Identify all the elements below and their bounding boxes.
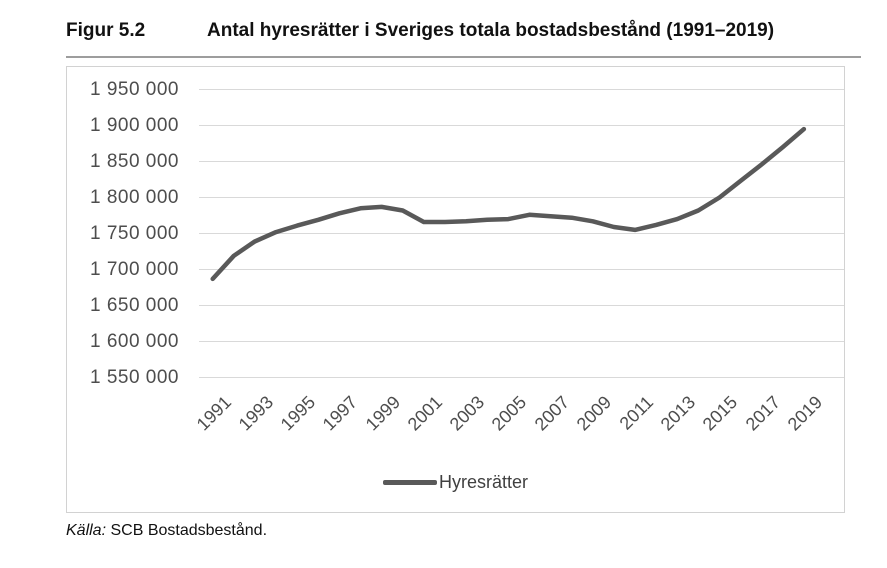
y-axis-tick-label: 1 550 000 [89, 366, 179, 388]
source-note: Källa: SCB Bostadsbestånd. [66, 522, 267, 540]
gridline [199, 161, 844, 162]
y-axis-tick-label: 1 800 000 [89, 186, 179, 208]
gridline [199, 233, 844, 234]
y-axis-tick-label: 1 750 000 [89, 222, 179, 244]
figure-header: Figur 5.2 Antal hyresrätter i Sveriges t… [0, 0, 887, 56]
figure-title: Antal hyresrätter i Sveriges totala bost… [207, 20, 775, 41]
figure-number: Figur 5.2 [66, 20, 146, 41]
hyresratter-line [210, 126, 807, 282]
gridline [199, 125, 844, 126]
gridline [199, 341, 844, 342]
y-axis-tick-label: 1 950 000 [89, 78, 179, 100]
y-axis-tick-label: 1 600 000 [89, 330, 179, 352]
legend: Hyresrätter [67, 472, 844, 493]
gridline [199, 377, 844, 378]
y-axis-tick-label: 1 850 000 [89, 150, 179, 172]
legend-label: Hyresrätter [438, 472, 528, 492]
y-axis-tick-label: 1 700 000 [89, 258, 179, 280]
chart-frame: 1 950 000 1 900 000 1 850 000 1 800 000 1 75… [66, 66, 845, 513]
gridline [199, 197, 844, 198]
y-axis-tick-label: 1 900 000 [89, 114, 179, 136]
source-prefix: Källa: [66, 522, 107, 539]
legend-line-swatch [382, 480, 437, 485]
source-text: SCB Bostadsbestånd. [106, 522, 268, 539]
gridline [199, 269, 844, 270]
hyresratter-line-series [210, 126, 807, 282]
plot-area: 1 950 000 1 900 000 1 850 000 1 800 000 1 75… [67, 67, 844, 512]
gridline [199, 89, 844, 90]
title-divider [66, 56, 861, 58]
gridline [199, 305, 844, 306]
y-axis-tick-label: 1 650 000 [89, 294, 179, 316]
